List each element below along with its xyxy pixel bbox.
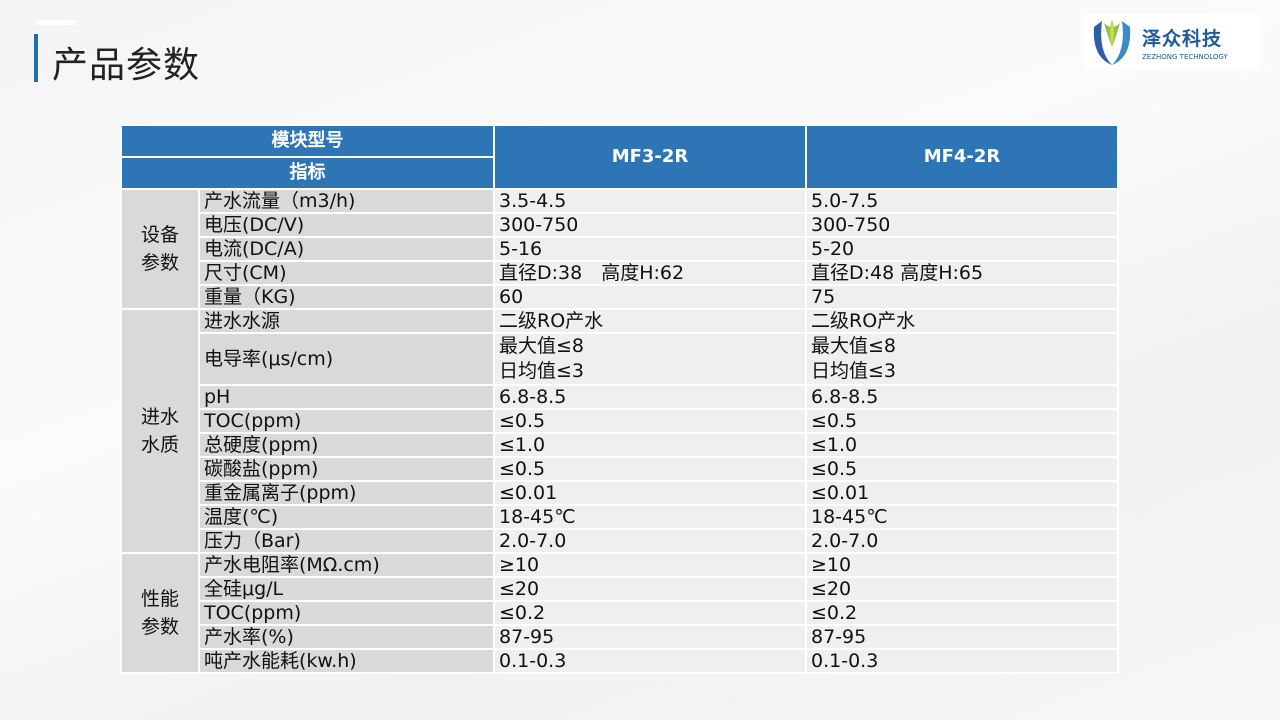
header-indicator-label: 指标 [120,156,495,190]
row-value: ≤1.0 [805,432,1119,458]
row-label: 总硬度(ppm) [198,432,495,458]
row-label: 温度(℃) [198,504,495,530]
title-accent-bar [34,34,38,82]
table-row: 重金属离子(ppm) ≤0.01 ≤0.01 [121,480,1119,506]
table-row: 产水率(%) 87-95 87-95 [121,624,1119,650]
row-label: 产水流量（m3/h) [198,188,495,214]
row-label: 全硅μg/L [198,576,495,602]
row-value: 18-45℃ [805,504,1119,530]
table-row: 电流(DC/A) 5-16 5-20 [121,236,1119,262]
row-value: ≤20 [805,576,1119,602]
table-row: 压力（Bar) 2.0-7.0 2.0-7.0 [121,528,1119,554]
table-body: 设备 参数 产水流量（m3/h) 3.5-4.5 5.0-7.5 电压(DC/V) 300… [120,188,1119,674]
row-value: 二级RO产水 [805,308,1119,334]
header-model-2: MF4-2R [805,124,1119,190]
row-value: 直径D:48 高度H:65 [805,260,1119,286]
table-row: 全硅μg/L ≤20 ≤20 [121,576,1119,602]
row-value: 6.8-8.5 [805,384,1119,410]
row-value: ≤20 [493,576,807,602]
row-label: 电流(DC/A) [198,236,495,262]
row-label: 电导率(μs/cm) [198,332,495,386]
company-logo: 泽众科技 ZEZHONG TECHNOLOGY [1084,14,1260,70]
row-value: 2.0-7.0 [805,528,1119,554]
group-label: 进水 水质 [120,308,200,554]
row-value: 0.1-0.3 [493,648,807,674]
table-row: 吨产水能耗(kw.h) 0.1-0.3 0.1-0.3 [121,648,1119,674]
table-row: 尺寸(CM) 直径D:38 高度H:62 直径D:48 高度H:65 [121,260,1119,286]
table-row: 电压(DC/V) 300-750 300-750 [121,212,1119,238]
row-label: 压力（Bar) [198,528,495,554]
row-label: 碳酸盐(ppm) [198,456,495,482]
row-value: 2.0-7.0 [493,528,807,554]
row-value: 5.0-7.5 [805,188,1119,214]
row-value: ≤0.5 [493,456,807,482]
row-value: ≤1.0 [493,432,807,458]
row-label: TOC(ppm) [198,600,495,626]
row-label: 电压(DC/V) [198,212,495,238]
row-value: 0.1-0.3 [805,648,1119,674]
row-label: 重量（KG) [198,284,495,310]
table-row: 设备 参数 产水流量（m3/h) 3.5-4.5 5.0-7.5 [120,188,1119,310]
logo-name-en: ZEZHONG TECHNOLOGY [1142,52,1228,61]
row-value: 最大值≤8 日均值≤3 [493,332,807,386]
leaf-drop-logo-icon [1093,19,1131,65]
header-model-1: MF3-2R [493,124,807,190]
row-value: 二级RO产水 [493,308,807,334]
row-value: ≤0.2 [493,600,807,626]
table-row: TOC(ppm) ≤0.2 ≤0.2 [121,600,1119,626]
table-row: 进水 水质 进水水源 二级RO产水 二级RO产水 [120,308,1119,554]
row-value: 300-750 [493,212,807,238]
row-label: 产水电阻率(MΩ.cm) [198,552,495,578]
table-row: 温度(℃) 18-45℃ 18-45℃ [121,504,1119,530]
group-label: 设备 参数 [120,188,200,310]
table-row: 碳酸盐(ppm) ≤0.5 ≤0.5 [121,456,1119,482]
table-row: 性能 参数 产水电阻率(MΩ.cm) ≥10 ≥10 [120,552,1119,674]
row-value: 5-20 [805,236,1119,262]
row-value: 18-45℃ [493,504,807,530]
table-row: pH 6.8-8.5 6.8-8.5 [121,384,1119,410]
row-value: 300-750 [805,212,1119,238]
row-value: 60 [493,284,807,310]
table-row: 总硬度(ppm) ≤1.0 ≤1.0 [121,432,1119,458]
row-value: ≤0.01 [805,480,1119,506]
row-value: ≤0.2 [805,600,1119,626]
row-value: 最大值≤8 日均值≤3 [805,332,1119,386]
product-parameters-table: 模块型号 MF3-2R MF4-2R 指标 设备 参数 产水流量（m3/h) 3.5… [120,124,1119,674]
row-label: 吨产水能耗(kw.h) [198,648,495,674]
row-value: 87-95 [493,624,807,650]
decorative-dash [36,20,76,25]
row-value: ≥10 [805,552,1119,578]
row-label: TOC(ppm) [198,408,495,434]
page-title: 产品参数 [52,45,201,86]
row-value: ≤0.5 [493,408,807,434]
row-label: pH [198,384,495,410]
row-value: 5-16 [493,236,807,262]
row-value: 3.5-4.5 [493,188,807,214]
table-row: TOC(ppm) ≤0.5 ≤0.5 [121,408,1119,434]
row-value: 75 [805,284,1119,310]
row-value: 87-95 [805,624,1119,650]
group-label: 性能 参数 [120,552,200,674]
row-value: 6.8-8.5 [493,384,807,410]
logo-name-cn: 泽众科技 [1142,27,1223,50]
row-label: 尺寸(CM) [198,260,495,286]
row-value: ≤0.01 [493,480,807,506]
row-label: 产水率(%) [198,624,495,650]
row-value: ≤0.5 [805,408,1119,434]
header-model-label: 模块型号 [120,124,495,158]
row-value: ≥10 [493,552,807,578]
row-label: 重金属离子(ppm) [198,480,495,506]
row-value: ≤0.5 [805,456,1119,482]
row-value: 直径D:38 高度H:62 [493,260,807,286]
table-row: 重量（KG) 60 75 [121,284,1119,310]
row-label: 进水水源 [198,308,495,334]
